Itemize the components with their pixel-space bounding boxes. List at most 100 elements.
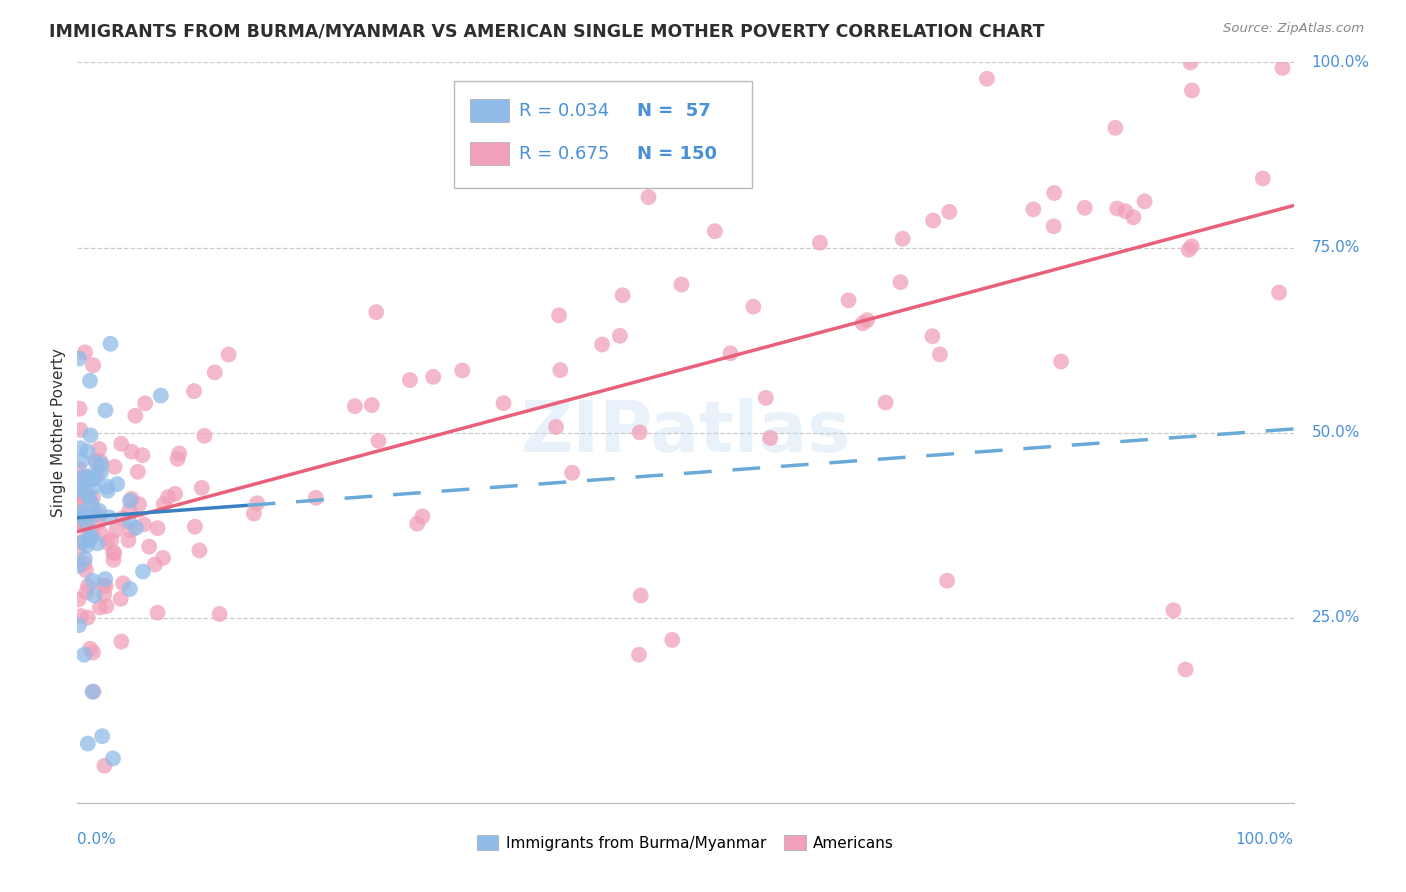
Text: R = 0.675: R = 0.675 xyxy=(519,145,609,162)
Point xyxy=(838,293,860,308)
Point xyxy=(143,558,166,572)
Point xyxy=(406,516,429,531)
Point xyxy=(67,543,90,558)
Point xyxy=(83,508,105,522)
Point xyxy=(87,516,110,530)
Point xyxy=(1022,202,1045,217)
Point xyxy=(79,531,101,545)
Point xyxy=(82,645,104,659)
Point xyxy=(630,589,652,603)
Point xyxy=(1104,120,1126,135)
Point xyxy=(561,466,583,480)
Point xyxy=(720,346,742,360)
Text: 100.0%: 100.0% xyxy=(1312,55,1369,70)
Point xyxy=(82,491,104,505)
Point xyxy=(343,399,366,413)
Point xyxy=(77,579,100,593)
Point xyxy=(91,729,114,743)
Point xyxy=(77,490,100,504)
Point xyxy=(79,469,101,483)
Point xyxy=(360,398,382,412)
Legend: Immigrants from Burma/Myanmar, Americans: Immigrants from Burma/Myanmar, Americans xyxy=(477,835,894,851)
Point xyxy=(105,477,128,491)
Point xyxy=(184,519,207,533)
Point xyxy=(69,491,91,506)
Point xyxy=(90,466,112,480)
Point xyxy=(67,516,90,530)
Point xyxy=(75,485,97,500)
Point xyxy=(72,535,94,549)
Point xyxy=(110,437,132,451)
Point xyxy=(73,551,96,566)
Point xyxy=(72,510,94,524)
Point xyxy=(1181,83,1204,97)
Point xyxy=(93,758,115,772)
Point xyxy=(75,563,97,577)
FancyBboxPatch shape xyxy=(470,142,509,165)
Point xyxy=(1114,204,1136,219)
Point xyxy=(70,609,93,624)
Point xyxy=(103,553,125,567)
Point xyxy=(80,473,103,487)
Point xyxy=(609,328,631,343)
Point xyxy=(1074,201,1097,215)
Point xyxy=(82,574,104,588)
Point xyxy=(166,452,188,467)
Point xyxy=(921,329,943,343)
Point xyxy=(121,444,143,458)
Point xyxy=(76,610,98,624)
Point xyxy=(305,491,328,505)
Point xyxy=(100,336,122,351)
Point xyxy=(808,235,831,250)
Point xyxy=(121,491,143,506)
Point xyxy=(131,448,153,462)
Point xyxy=(110,591,132,606)
Y-axis label: Single Mother Poverty: Single Mother Poverty xyxy=(51,348,66,517)
Point xyxy=(67,558,90,573)
Point xyxy=(146,521,169,535)
Point xyxy=(451,363,474,377)
Point xyxy=(246,496,269,510)
Point xyxy=(67,483,90,497)
Text: 50.0%: 50.0% xyxy=(1312,425,1360,440)
Point xyxy=(89,504,111,518)
Point xyxy=(76,474,98,488)
Point xyxy=(76,444,98,458)
Point xyxy=(118,515,141,529)
Point xyxy=(138,540,160,554)
Point xyxy=(69,441,91,455)
Point xyxy=(70,454,93,468)
Point xyxy=(146,606,169,620)
Point xyxy=(422,369,444,384)
Point xyxy=(69,476,91,491)
Point xyxy=(82,526,104,541)
Point xyxy=(111,511,134,525)
Point xyxy=(1107,202,1129,216)
Point xyxy=(1268,285,1291,300)
Point xyxy=(1177,243,1199,257)
Point xyxy=(101,545,124,559)
Point xyxy=(1163,603,1185,617)
Point xyxy=(67,515,90,529)
Point xyxy=(83,471,105,485)
Point xyxy=(76,516,98,531)
Text: N = 150: N = 150 xyxy=(637,145,717,162)
Point xyxy=(117,533,139,548)
Point xyxy=(75,516,97,530)
Point xyxy=(103,546,125,560)
Text: N =  57: N = 57 xyxy=(637,102,710,120)
Text: IMMIGRANTS FROM BURMA/MYANMAR VS AMERICAN SINGLE MOTHER POVERTY CORRELATION CHAR: IMMIGRANTS FROM BURMA/MYANMAR VS AMERICA… xyxy=(49,22,1045,40)
Point xyxy=(922,213,945,227)
Point xyxy=(742,300,765,314)
Point xyxy=(1050,354,1073,368)
Point xyxy=(875,395,897,409)
Point xyxy=(367,434,389,448)
Point xyxy=(67,592,90,607)
Point xyxy=(936,574,959,588)
Point xyxy=(67,509,90,524)
Point xyxy=(77,533,100,547)
Point xyxy=(79,428,101,442)
Text: 25.0%: 25.0% xyxy=(1312,610,1360,625)
Point xyxy=(1181,239,1204,253)
Point xyxy=(550,363,572,377)
